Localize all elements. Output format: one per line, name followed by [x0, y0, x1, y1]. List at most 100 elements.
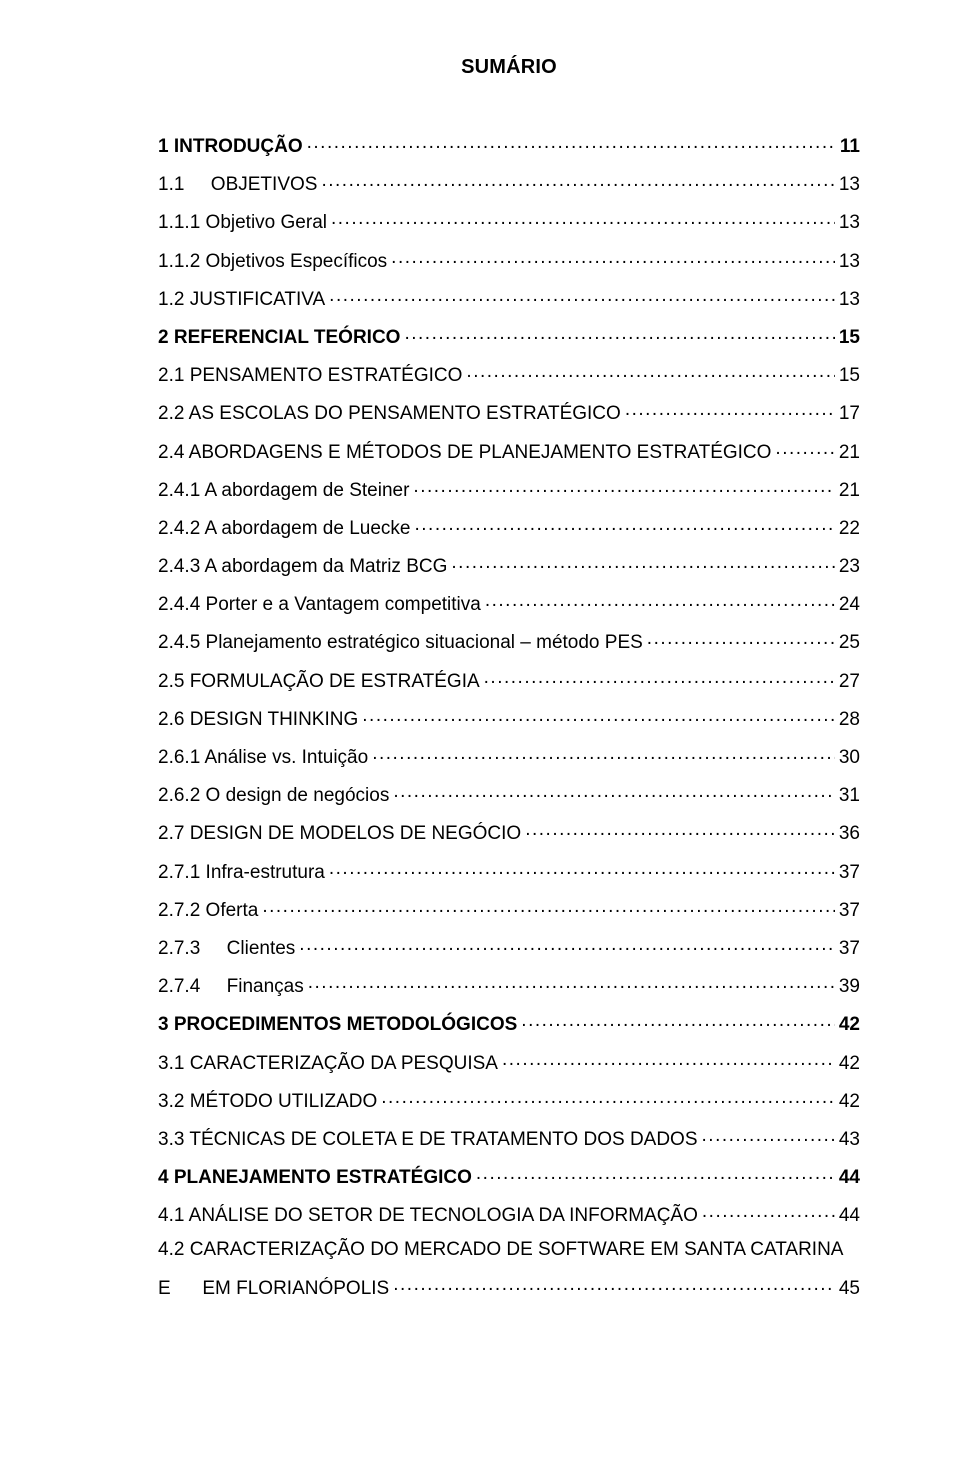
toc-leader [321, 171, 834, 190]
toc-leader [451, 553, 834, 572]
toc-entry-page: 27 [839, 672, 860, 691]
toc-entry-continuation: E EM FLORIANÓPOLIS 45 [158, 1275, 860, 1298]
toc-entry: 3.1 CARACTERIZAÇÃO DA PESQUISA42 [158, 1050, 860, 1073]
toc-entry-label: 2.7.2 Oferta [158, 901, 258, 920]
toc-entry-label: 2.4.5 Planejamento estratégico situacion… [158, 633, 643, 652]
toc-entry-label: 2.6 DESIGN THINKING [158, 710, 358, 729]
toc-entry-label: 2.4 ABORDAGENS E MÉTODOS DE PLANEJAMENTO… [158, 443, 771, 462]
toc-entry: 1.1.2 Objetivos Específicos13 [158, 248, 860, 271]
toc-entry-label: 2.7.3 Clientes [158, 939, 295, 958]
toc-leader [476, 1164, 835, 1183]
toc-leader [466, 362, 834, 381]
toc-entry-label: 2.7 DESIGN DE MODELOS DE NEGÓCIO [158, 824, 521, 843]
toc-leader [521, 1011, 835, 1030]
toc-entry-label: E EM FLORIANÓPOLIS [158, 1279, 389, 1298]
toc-entry: 2.2 AS ESCOLAS DO PENSAMENTO ESTRATÉGICO… [158, 400, 860, 423]
toc-leader [308, 973, 835, 992]
toc-entry-page: 31 [839, 786, 860, 805]
toc-entry: 1.1 OBJETIVOS 13 [158, 171, 860, 194]
toc-leader [329, 859, 835, 878]
toc-entry-label: 1.2 JUSTIFICATIVA [158, 290, 325, 309]
toc-entry-page: 13 [839, 175, 860, 194]
toc-entry: 2.4.3 A abordagem da Matriz BCG23 [158, 553, 860, 576]
toc-entry: 2.1 PENSAMENTO ESTRATÉGICO 15 [158, 362, 860, 385]
toc-leader [299, 935, 835, 954]
toc-leader [775, 439, 834, 458]
toc-entry: 2 REFERENCIAL TEÓRICO 15 [158, 324, 860, 347]
toc-leader [702, 1126, 835, 1145]
toc-leader [484, 668, 835, 687]
toc-entry-page: 15 [839, 328, 860, 347]
toc-entry: 4.1 ANÁLISE DO SETOR DE TECNOLOGIA DA IN… [158, 1202, 860, 1225]
toc-entry: 4 PLANEJAMENTO ESTRATÉGICO44 [158, 1164, 860, 1187]
toc-entry-page: 45 [839, 1279, 860, 1298]
toc-entry: 1.2 JUSTIFICATIVA 13 [158, 286, 860, 309]
toc-leader [262, 897, 835, 916]
toc-entry-label: 3.1 CARACTERIZAÇÃO DA PESQUISA [158, 1054, 498, 1073]
toc-entry-page: 43 [839, 1130, 860, 1149]
toc-leader [362, 706, 835, 725]
toc-leader [393, 782, 835, 801]
toc-entry-label: 2.6.2 O design de negócios [158, 786, 389, 805]
toc-entry-page: 11 [840, 137, 860, 156]
toc-entry-label: 1.1 OBJETIVOS [158, 175, 317, 194]
toc-entry-label: 2 REFERENCIAL TEÓRICO [158, 328, 400, 347]
toc-entry-label: 1.1.2 Objetivos Específicos [158, 252, 387, 271]
toc-leader [404, 324, 834, 343]
toc-entry: 2.6.2 O design de negócios 31 [158, 782, 860, 805]
toc-entry-page: 21 [839, 443, 860, 462]
toc-entry: 3.2 MÉTODO UTILIZADO 42 [158, 1088, 860, 1111]
toc-entry-page: 37 [839, 863, 860, 882]
toc-entry-label: 1.1.1 Objetivo Geral [158, 213, 327, 232]
toc-entry: 2.4.1 A abordagem de Steiner 21 [158, 477, 860, 500]
toc-entry-label: 3.2 MÉTODO UTILIZADO [158, 1092, 377, 1111]
toc-entry: 2.7.3 Clientes37 [158, 935, 860, 958]
toc-entry-page: 13 [839, 290, 860, 309]
toc-leader [307, 133, 836, 152]
toc-entry-page: 39 [839, 977, 860, 996]
toc-entry: 2.6 DESIGN THINKING 28 [158, 706, 860, 729]
toc-leader [625, 400, 835, 419]
toc-entry-page: 42 [839, 1092, 860, 1111]
toc-title: SUMÁRIO [158, 56, 860, 79]
toc-entry-label: 2.1 PENSAMENTO ESTRATÉGICO [158, 366, 462, 385]
toc-entry-page: 28 [839, 710, 860, 729]
toc-entry-page: 25 [839, 633, 860, 652]
toc-entry: 2.4.2 A abordagem de Luecke 22 [158, 515, 860, 538]
toc-entry-page: 37 [839, 901, 860, 920]
toc-leader [381, 1088, 835, 1107]
toc-leader [414, 515, 834, 534]
toc-entry-page: 36 [839, 824, 860, 843]
toc-entry-label: 2.7.4 Finanças [158, 977, 304, 996]
toc-entry-page: 21 [839, 481, 860, 500]
toc-leader [702, 1202, 835, 1221]
toc-leader [485, 591, 835, 610]
toc-entry: 2.7.1 Infra-estrutura37 [158, 859, 860, 882]
toc-entry: 3.3 TÉCNICAS DE COLETA E DE TRATAMENTO D… [158, 1126, 860, 1149]
toc-entry-label: 2.4.3 A abordagem da Matriz BCG [158, 557, 447, 576]
page: SUMÁRIO 1 INTRODUÇÃO111.1 OBJETIVOS131.1… [0, 0, 960, 1470]
toc-leader [525, 820, 835, 839]
toc-entry-label: 3 PROCEDIMENTOS METODOLÓGICOS [158, 1015, 517, 1034]
toc-body: 1 INTRODUÇÃO111.1 OBJETIVOS131.1.1 Objet… [158, 133, 860, 1298]
toc-entry-label: 3.3 TÉCNICAS DE COLETA E DE TRATAMENTO D… [158, 1130, 698, 1149]
toc-entry: 2.5 FORMULAÇÃO DE ESTRATÉGIA27 [158, 668, 860, 691]
toc-leader [329, 286, 835, 305]
toc-entry-page: 15 [839, 366, 860, 385]
toc-entry-page: 30 [839, 748, 860, 767]
toc-entry-label: 4.1 ANÁLISE DO SETOR DE TECNOLOGIA DA IN… [158, 1206, 698, 1225]
toc-entry-page: 22 [839, 519, 860, 538]
toc-entry: 2.4.4 Porter e a Vantagem competitiva24 [158, 591, 860, 614]
toc-entry: 2.7 DESIGN DE MODELOS DE NEGÓCIO 36 [158, 820, 860, 843]
toc-leader [372, 744, 835, 763]
toc-leader [331, 209, 835, 228]
toc-entry-page: 44 [839, 1206, 860, 1225]
toc-entry-label: 2.4.4 Porter e a Vantagem competitiva [158, 595, 481, 614]
toc-entry-label: 2.6.1 Análise vs. Intuição [158, 748, 368, 767]
toc-entry: 3 PROCEDIMENTOS METODOLÓGICOS42 [158, 1011, 860, 1034]
toc-entry: 2.4 ABORDAGENS E MÉTODOS DE PLANEJAMENTO… [158, 439, 860, 462]
toc-entry-label: 2.4.2 A abordagem de Luecke [158, 519, 410, 538]
toc-entry-label: 4.2 CARACTERIZAÇÃO DO MERCADO DE SOFTWAR… [158, 1240, 860, 1259]
toc-entry-page: 13 [839, 213, 860, 232]
toc-entry-label: 2.4.1 A abordagem de Steiner [158, 481, 409, 500]
